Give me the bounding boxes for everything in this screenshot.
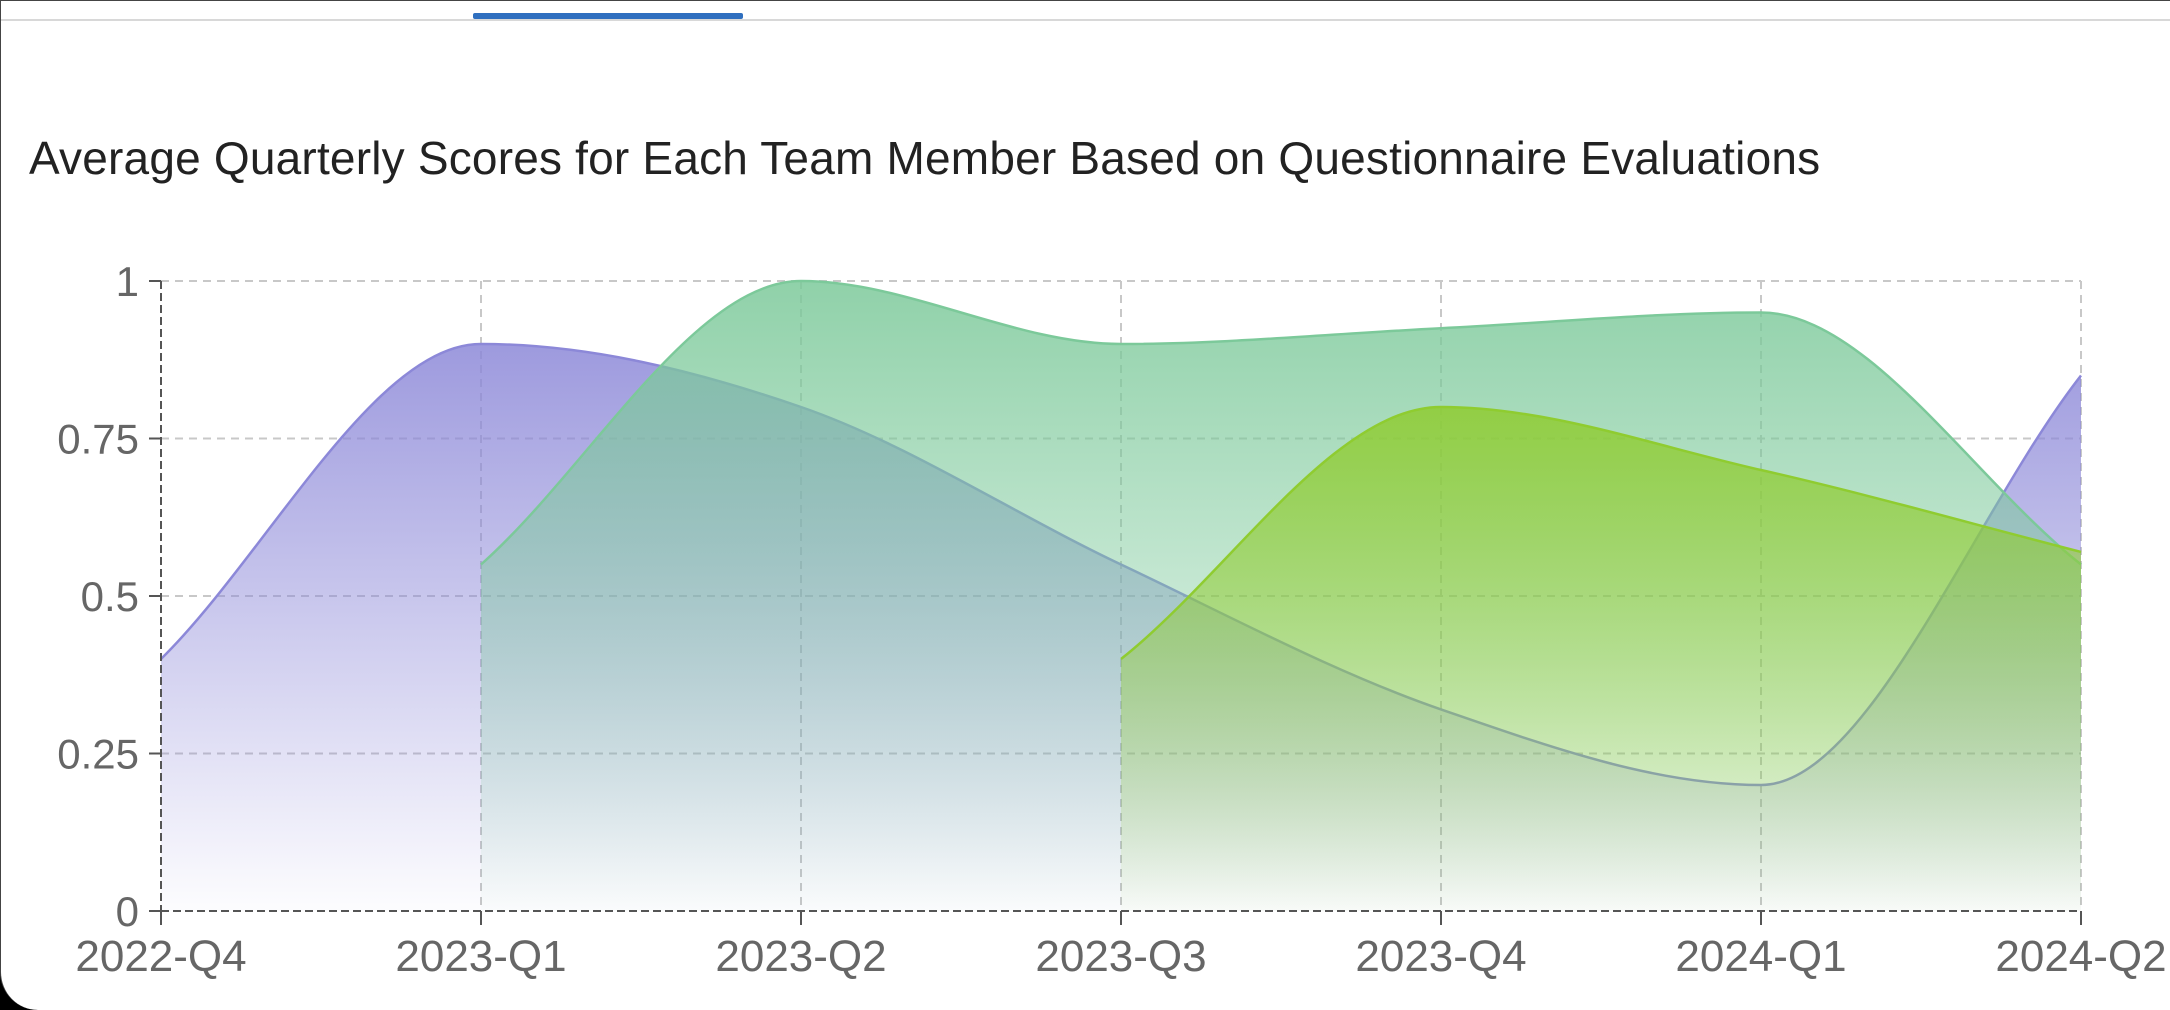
x-tick-label: 2022-Q4 [75, 932, 246, 981]
series-area-3[interactable] [1121, 407, 2081, 911]
series-line-2[interactable] [480, 279, 2082, 566]
active-tab-indicator[interactable] [473, 13, 743, 19]
x-tick-label: 2023-Q3 [1035, 932, 1206, 981]
chart-title: Average Quarterly Scores for Each Team M… [29, 132, 1821, 184]
x-tick-label: 2024-Q2 [1995, 932, 2166, 981]
series-areas [160, 279, 2082, 911]
y-tick-label: 0 [116, 888, 139, 935]
x-tick-label: 2023-Q1 [395, 932, 566, 981]
series-line-3[interactable] [1120, 405, 2082, 660]
x-tick-label: 2023-Q2 [715, 932, 886, 981]
tab-bar [1, 1, 2170, 21]
y-tick-label: 0.5 [81, 573, 139, 620]
axes: 0 0.25 0.5 0.75 1 2022-Q4 2023-Q1 2023-Q2 2023-Q… [57, 258, 2166, 981]
x-tick-label: 2023-Q4 [1355, 932, 1526, 981]
y-tick-label: 0.25 [57, 731, 139, 778]
y-tick-label: 1 [116, 258, 139, 305]
y-tick-label: 0.75 [57, 416, 139, 463]
x-tick-label: 2024-Q1 [1675, 932, 1846, 981]
